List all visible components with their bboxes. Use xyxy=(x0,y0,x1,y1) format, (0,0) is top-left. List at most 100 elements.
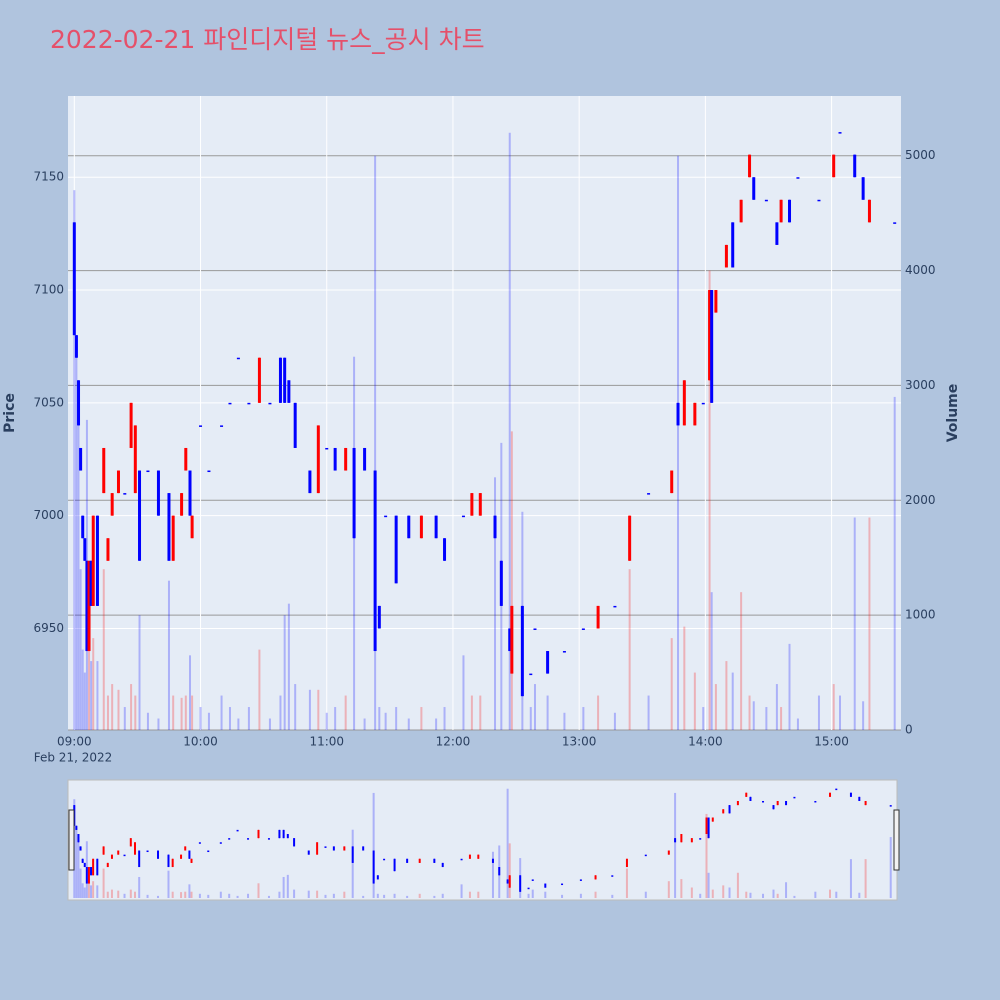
volume-bar xyxy=(829,889,832,898)
volume-bar xyxy=(167,580,170,730)
candle-body xyxy=(864,800,867,806)
candle-body xyxy=(519,875,522,892)
candle-body xyxy=(184,447,188,471)
volume-bar xyxy=(282,876,285,898)
volume-bar xyxy=(344,695,347,730)
candle-body xyxy=(102,447,106,494)
volume-bar xyxy=(817,695,820,730)
volume-bar xyxy=(563,712,566,730)
volume-bar xyxy=(372,792,375,898)
range-handle-right[interactable] xyxy=(893,809,900,871)
volume-bar xyxy=(376,893,379,898)
candle-body xyxy=(832,154,836,178)
candle-body xyxy=(676,402,680,426)
candle-body xyxy=(724,244,728,268)
candle-body xyxy=(728,805,731,814)
volume-bar xyxy=(722,885,725,898)
volume-bar xyxy=(683,626,686,730)
volume-bar xyxy=(267,895,270,898)
volume-bar xyxy=(283,615,286,730)
candle-body xyxy=(116,470,120,494)
candle-body xyxy=(498,867,501,876)
volume-bar xyxy=(862,701,865,730)
range-handle-left[interactable] xyxy=(68,809,75,871)
volume-bar xyxy=(171,891,174,898)
volume-bar xyxy=(736,872,739,898)
volume-bar xyxy=(220,695,223,730)
candle-body xyxy=(91,515,95,606)
candle-body xyxy=(680,834,683,843)
candle-body xyxy=(87,560,91,652)
candle-body xyxy=(373,470,377,652)
candle-body xyxy=(739,199,743,223)
volume-bar xyxy=(308,689,311,730)
range-slider[interactable] xyxy=(67,779,898,901)
volume-bar xyxy=(775,684,778,730)
candle-body xyxy=(283,357,287,403)
volume-bar xyxy=(407,718,410,730)
candle-body xyxy=(138,850,141,868)
candle-body xyxy=(167,854,170,868)
volume-bar xyxy=(435,718,438,730)
candle-body xyxy=(102,846,105,855)
volume-bar xyxy=(172,695,175,730)
candle-body xyxy=(332,846,335,851)
volume-bar xyxy=(647,695,650,730)
candle-body xyxy=(77,380,81,426)
candle-body xyxy=(307,850,310,855)
candle-body xyxy=(188,850,191,859)
volume-bar xyxy=(582,707,585,730)
volume-bar xyxy=(510,431,513,730)
volume-bar xyxy=(198,893,201,898)
volume-bar xyxy=(546,695,549,730)
volume-bar xyxy=(207,712,210,730)
volume-bar xyxy=(699,893,702,898)
volume-bar xyxy=(594,891,597,898)
y2-tick-label: 0 xyxy=(905,723,913,737)
candle-body xyxy=(184,846,187,851)
candle-body xyxy=(220,425,224,427)
volume-bar xyxy=(88,626,91,730)
volume-bar xyxy=(180,892,183,898)
candle-body xyxy=(838,132,842,134)
x-tick-label: 13:00 xyxy=(562,735,597,749)
x-date-label: Feb 21, 2022 xyxy=(34,751,113,765)
candle-body xyxy=(123,493,127,495)
volume-bar xyxy=(79,868,82,898)
candle-body xyxy=(835,788,838,791)
volume-bar xyxy=(674,792,677,898)
candle-body xyxy=(383,858,386,861)
volume-bar xyxy=(858,892,861,898)
volume-bar xyxy=(776,893,779,898)
y2-tick-label: 1000 xyxy=(905,608,936,622)
candle-body xyxy=(491,858,494,863)
candle-body xyxy=(477,854,480,859)
candle-body xyxy=(814,800,817,803)
volume-bar xyxy=(433,895,436,898)
candle-body xyxy=(219,842,222,844)
candle-body xyxy=(167,493,171,561)
volume-bar xyxy=(889,837,892,898)
volume-bar xyxy=(508,843,511,898)
volume-bar xyxy=(677,155,680,731)
candle-body xyxy=(594,875,597,880)
candle-body xyxy=(529,673,533,676)
volume-bar xyxy=(279,695,282,730)
candle-body xyxy=(286,834,289,839)
candle-body xyxy=(171,515,175,561)
candle-body xyxy=(493,515,497,539)
candle-body xyxy=(506,879,509,884)
volume-bar xyxy=(670,638,673,730)
candle-body xyxy=(443,538,447,561)
volume-bar xyxy=(228,707,231,730)
volume-bar xyxy=(332,893,335,898)
candle-body xyxy=(613,605,617,608)
y2-tick-label: 4000 xyxy=(905,263,936,277)
candle-body xyxy=(533,628,537,630)
candle-body xyxy=(468,854,471,859)
candle-body xyxy=(352,447,356,539)
volume-bar xyxy=(470,695,473,730)
candle-body xyxy=(611,875,614,877)
volume-bar xyxy=(406,895,409,898)
candle-body xyxy=(81,858,84,863)
